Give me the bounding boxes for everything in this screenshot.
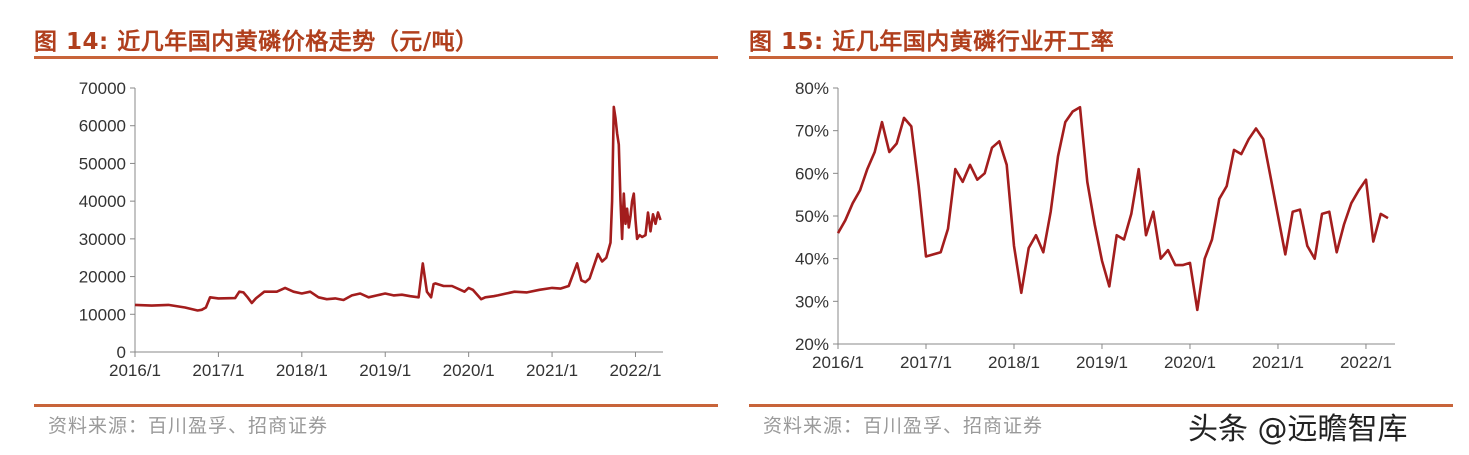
x-tick-label: 2022/1: [1340, 353, 1392, 372]
x-tick-label: 2016/1: [812, 353, 864, 372]
x-tick-label: 2019/1: [1076, 353, 1128, 372]
y-tick-label: 10000: [79, 305, 126, 324]
y-tick-label: 40%: [795, 250, 829, 269]
x-tick-label: 2018/1: [276, 361, 328, 380]
y-tick-label: 50000: [79, 154, 126, 173]
source-rule: [34, 404, 718, 407]
x-tick-label: 2019/1: [359, 361, 411, 380]
watermark-text: 头条 @远瞻智库: [1188, 412, 1408, 447]
x-tick-label: 2020/1: [1164, 353, 1216, 372]
price-line-chart: 0 10000 20000 30000 40000 50000 60000 70000 2016…: [79, 79, 663, 380]
x-tick-label: 2021/1: [526, 361, 578, 380]
y-tick-label: 20%: [795, 335, 829, 354]
x-tick-label: 2021/1: [1252, 353, 1304, 372]
x-tick-label: 2022/1: [609, 361, 661, 380]
y-tick-label: 30%: [795, 292, 829, 311]
utilization-chart-panel: 图 15: 近几年国内黄磷行业开工率 20% 30% 40% 50% 60% 70% 80%…: [735, 0, 1469, 455]
x-tick-label: 2016/1: [109, 361, 161, 380]
price-chart-title: 图 14: 近几年国内黄磷价格走势（元/吨）: [34, 29, 479, 55]
utilization-chart-source: 资料来源：百川盈孚、招商证券: [763, 415, 1044, 437]
source-rule: [749, 404, 1453, 407]
y-tick-label: 0: [117, 343, 126, 362]
series-line-0: [836, 105, 1389, 312]
series-line-0: [134, 105, 662, 312]
x-tick-label: 2020/1: [443, 361, 495, 380]
y-tick-label: 50%: [795, 207, 829, 226]
y-tick-label: 40000: [79, 192, 126, 211]
title-rule: [34, 56, 718, 59]
utilization-chart-title: 图 15: 近几年国内黄磷行业开工率: [749, 29, 1115, 55]
y-tick-label: 30000: [79, 230, 126, 249]
y-tick-label: 60000: [79, 117, 126, 136]
x-tick-label: 2017/1: [192, 361, 244, 380]
y-tick-label: 60%: [795, 164, 829, 183]
title-rule: [749, 56, 1453, 59]
utilization-line-chart: 20% 30% 40% 50% 60% 70% 80% 2016/1 2017/1 2018/1 2…: [795, 79, 1395, 372]
y-tick-label: 20000: [79, 268, 126, 287]
price-chart-panel: 图 14: 近几年国内黄磷价格走势（元/吨） 0 10000 20000 30000 4…: [34, 29, 718, 437]
y-tick-label: 70%: [795, 122, 829, 141]
y-tick-label: 70000: [79, 79, 126, 98]
y-tick-label: 80%: [795, 79, 829, 98]
price-chart-source: 资料来源：百川盈孚、招商证券: [48, 415, 329, 437]
x-tick-label: 2018/1: [988, 353, 1040, 372]
x-tick-label: 2017/1: [900, 353, 952, 372]
